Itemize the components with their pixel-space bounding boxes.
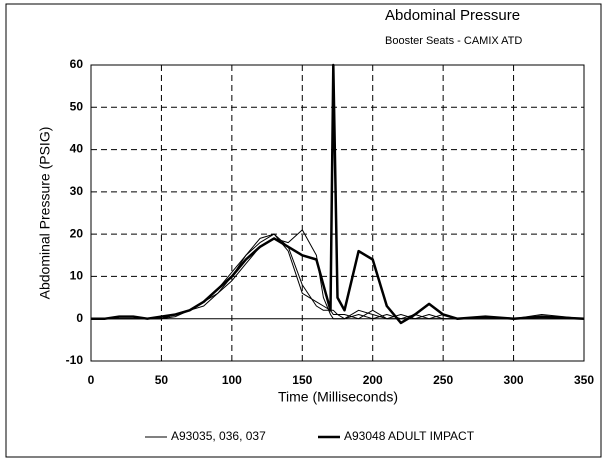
x-tick-label: 50	[155, 373, 169, 387]
legend-label: A93048 ADULT IMPACT	[344, 429, 475, 443]
frame	[5, 3, 602, 458]
x-axis-label: Time (Milliseconds)	[278, 389, 398, 405]
x-tick-label: 100	[222, 373, 242, 387]
y-tick-label: 60	[70, 57, 84, 71]
x-tick-label: 0	[88, 373, 95, 387]
y-tick-label: 20	[70, 226, 84, 240]
x-tick-label: 150	[292, 373, 312, 387]
chart-subtitle: Booster Seats - CAMIX ATD	[385, 35, 522, 47]
x-tick-label: 300	[504, 373, 524, 387]
y-tick-label: 50	[70, 99, 84, 113]
x-tick-label: 350	[574, 373, 594, 387]
y-axis-label: Abdominal Pressure (PSIG)	[37, 127, 53, 300]
y-tick-label: 10	[70, 269, 84, 283]
plot-area	[90, 64, 585, 362]
data-line	[91, 63, 585, 325]
x-tick-label: 250	[433, 373, 453, 387]
x-tick-label: 200	[363, 373, 383, 387]
y-tick-label: 0	[76, 311, 83, 325]
y-tick-label: 40	[70, 142, 84, 156]
legend-label: A93035, 036, 037	[171, 429, 266, 443]
y-tick-label: -10	[66, 353, 84, 367]
y-tick-label: 30	[70, 184, 84, 198]
chart-title: Abdominal Pressure	[385, 7, 520, 24]
